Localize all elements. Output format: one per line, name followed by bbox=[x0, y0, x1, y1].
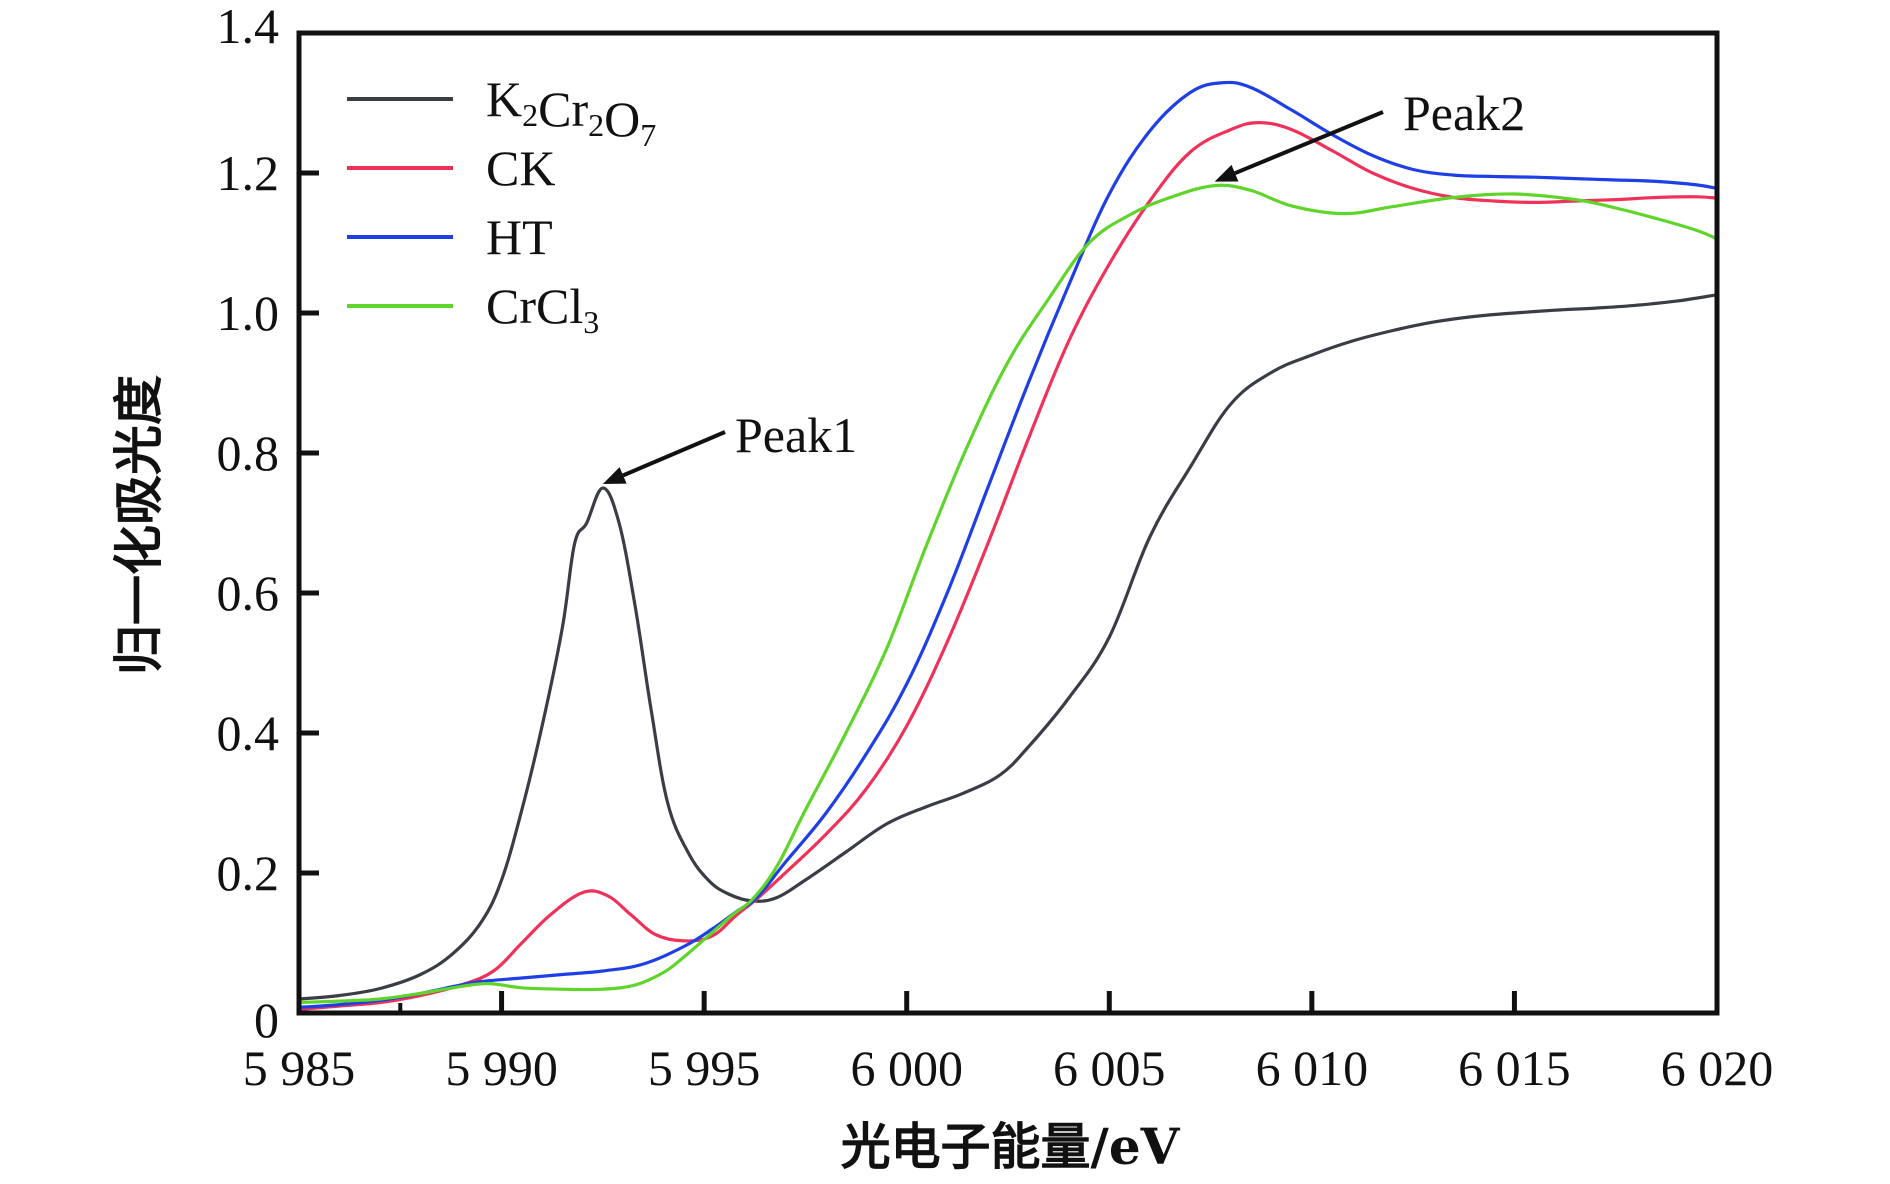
legend-item-crcl3: CrCl3 bbox=[347, 278, 599, 340]
y-tick-label: 0.4 bbox=[217, 705, 280, 761]
legend-label: K2Cr2O7 bbox=[486, 71, 656, 153]
annotation-layer: Peak1 Peak2 bbox=[602, 85, 1525, 484]
y-tick-label: 0.2 bbox=[217, 845, 280, 901]
annotation-label: Peak1 bbox=[735, 407, 857, 463]
arrow-line bbox=[1234, 110, 1384, 176]
annotation-peak2: Peak2 bbox=[1214, 85, 1525, 182]
y-tick-label: 0.6 bbox=[217, 565, 280, 621]
y-tick-label: 1.2 bbox=[217, 145, 280, 201]
y-tick-label: 1.4 bbox=[217, 0, 280, 54]
x-tick-label: 6 005 bbox=[1053, 1040, 1166, 1096]
x-tick-label: 5 995 bbox=[648, 1040, 761, 1096]
x-axis: 5 985 5 990 5 995 6 000 6 005 6 010 6 015 6 020 bbox=[243, 991, 1774, 1096]
series-layer bbox=[297, 80, 1719, 1012]
x-axis-title: 光电子能量/eV bbox=[841, 1117, 1181, 1176]
legend-item-ck: CK bbox=[347, 140, 555, 196]
x-tick-label: 6 020 bbox=[1661, 1040, 1774, 1096]
legend-label: CK bbox=[486, 140, 555, 196]
plot-frame bbox=[296, 30, 1720, 1016]
arrow-head-icon bbox=[602, 467, 627, 484]
legend-label: HT bbox=[486, 209, 553, 265]
x-tick-label: 6 015 bbox=[1458, 1040, 1571, 1096]
x-tick-label: 5 985 bbox=[243, 1040, 356, 1096]
x-tick-label: 5 990 bbox=[445, 1040, 558, 1096]
y-tick-label: 1.0 bbox=[217, 285, 280, 341]
y-tick-label: 0 bbox=[254, 992, 279, 1048]
y-axis-title: 归一化吸光度 bbox=[109, 375, 168, 675]
legend-item-k2cr2o7: K2Cr2O7 bbox=[347, 71, 656, 153]
arrow-line bbox=[622, 430, 726, 478]
y-tick-label: 0.8 bbox=[217, 425, 280, 481]
annotation-peak1: Peak1 bbox=[602, 407, 857, 484]
annotation-label: Peak2 bbox=[1403, 85, 1525, 141]
arrow-head-icon bbox=[1214, 164, 1239, 182]
series-line-k2cr2o7 bbox=[297, 293, 1719, 1001]
series-line-crcl3 bbox=[297, 183, 1719, 1005]
x-tick-label: 6 010 bbox=[1256, 1040, 1369, 1096]
legend-label: CrCl3 bbox=[486, 278, 599, 340]
x-tick-label: 6 000 bbox=[850, 1040, 963, 1096]
series-line-ht bbox=[297, 80, 1719, 1009]
y-axis: 0 0.2 0.4 0.6 0.8 1.0 1.2 1.4 bbox=[217, 0, 319, 1048]
legend-item-ht: HT bbox=[347, 209, 553, 265]
